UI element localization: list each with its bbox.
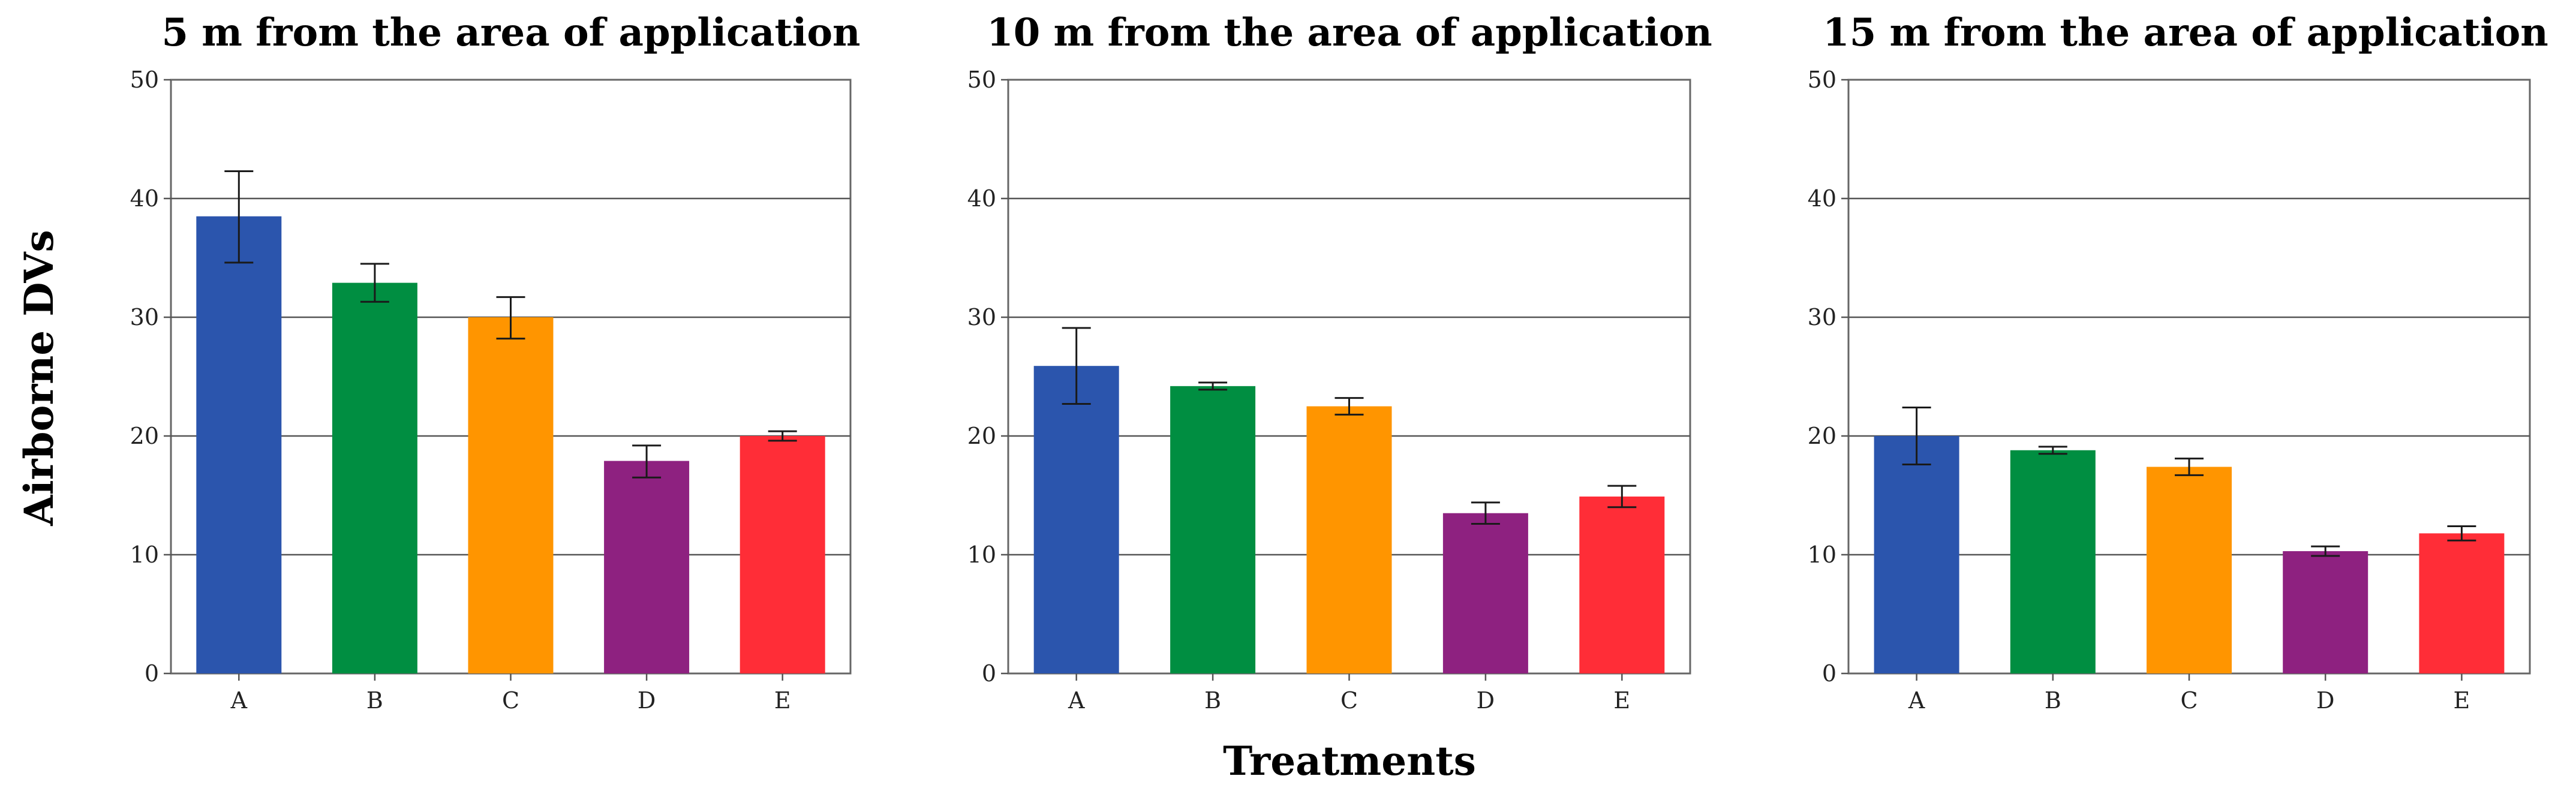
y-tick-label: 0 — [1822, 660, 1836, 687]
x-tick-label: A — [1908, 687, 1925, 714]
x-tick-label: A — [230, 687, 248, 714]
y-tick-label: 20 — [967, 423, 996, 449]
bar-a — [1874, 436, 1959, 673]
y-tick-label: 40 — [967, 185, 996, 212]
y-tick-label: 30 — [967, 304, 996, 330]
y-tick-label: 0 — [145, 660, 159, 687]
x-tick-label: D — [2316, 687, 2334, 714]
bar-c — [468, 317, 554, 673]
y-tick-label: 40 — [130, 185, 159, 212]
y-tick-label: 20 — [130, 423, 159, 449]
chart-panel-10m: 10 m from the area of application 0 10 20 3… — [967, 10, 1712, 714]
bar-e — [1579, 496, 1665, 673]
chart-panel-15m: 15 m from the area of application 0 10 20 3… — [1808, 10, 2548, 714]
chart-title: 15 m from the area of application — [1823, 10, 2548, 55]
y-tick-label: 10 — [967, 542, 996, 568]
x-axis-label: Treatments — [1223, 738, 1476, 784]
x-tick-label: B — [2045, 687, 2061, 714]
bar-b — [332, 282, 417, 674]
chart-title: 5 m from the area of application — [161, 10, 860, 55]
y-tick-label: 30 — [130, 304, 159, 330]
y-tick-label: 30 — [1808, 304, 1836, 330]
y-tick-label: 50 — [967, 67, 996, 93]
x-tick-label: D — [1477, 687, 1495, 714]
y-tick-label: 10 — [130, 542, 159, 568]
bar-e — [740, 436, 825, 673]
y-tick-label: 50 — [130, 67, 159, 93]
chart-title: 10 m from the area of application — [987, 10, 1712, 55]
bar-b — [1170, 386, 1256, 673]
y-tick-label: 10 — [1808, 542, 1836, 568]
bar-a — [196, 216, 282, 673]
x-tick-label: A — [1068, 687, 1085, 714]
x-tick-label: B — [366, 687, 383, 714]
x-tick-label: C — [2180, 687, 2198, 714]
x-tick-label: D — [638, 687, 656, 714]
bar-c — [2147, 467, 2232, 673]
x-tick-label: C — [502, 687, 519, 714]
bar-c — [1306, 406, 1392, 673]
y-tick-label: 40 — [1808, 185, 1836, 212]
bar-a — [1033, 366, 1119, 673]
x-tick-label: C — [1340, 687, 1358, 714]
x-tick-label: E — [2454, 687, 2470, 714]
y-tick-label: 0 — [982, 660, 996, 687]
bar-d — [604, 461, 690, 673]
y-axis-label: Airborne DVs — [16, 230, 62, 526]
bar-e — [2419, 533, 2505, 673]
x-tick-label: E — [1613, 687, 1630, 714]
bar-b — [2010, 450, 2096, 673]
chart-panel-5m: 5 m from the area of application 0 10 20 30… — [130, 10, 861, 714]
x-tick-label: B — [1204, 687, 1221, 714]
bar-d — [2283, 551, 2368, 673]
bar-d — [1442, 513, 1528, 673]
y-tick-label: 20 — [1808, 423, 1836, 449]
y-tick-label: 50 — [1808, 67, 1836, 93]
x-tick-label: E — [774, 687, 791, 714]
